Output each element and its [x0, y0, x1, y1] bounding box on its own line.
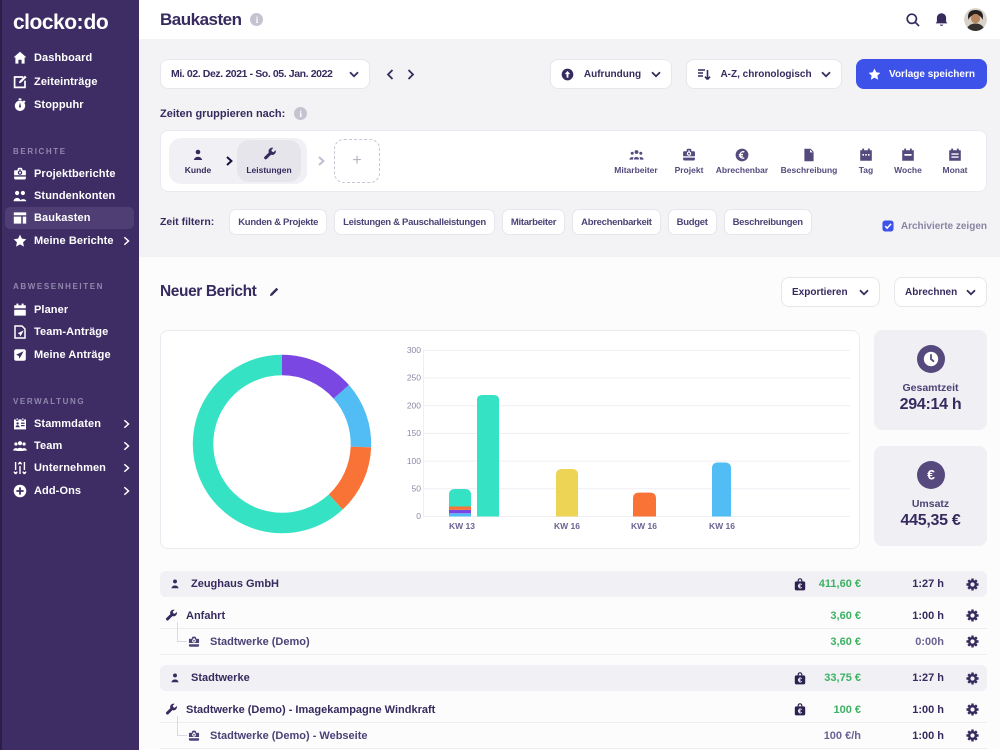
svg-text:100: 100	[407, 456, 421, 466]
svg-text:150: 150	[407, 428, 421, 438]
svg-text:300: 300	[407, 345, 421, 355]
svg-text:200: 200	[407, 400, 421, 410]
svg-text:50: 50	[412, 484, 422, 494]
svg-text:KW 16: KW 16	[554, 521, 580, 531]
svg-text:250: 250	[407, 373, 421, 383]
svg-text:0: 0	[416, 511, 421, 521]
svg-text:€: €	[798, 706, 803, 715]
svg-text:€: €	[798, 581, 803, 590]
svg-text:€: €	[927, 467, 935, 483]
svg-text:KW 16: KW 16	[709, 521, 735, 531]
svg-text:€: €	[798, 675, 803, 684]
svg-text:KW 13: KW 13	[449, 521, 475, 531]
svg-text:KW 16: KW 16	[631, 521, 657, 531]
